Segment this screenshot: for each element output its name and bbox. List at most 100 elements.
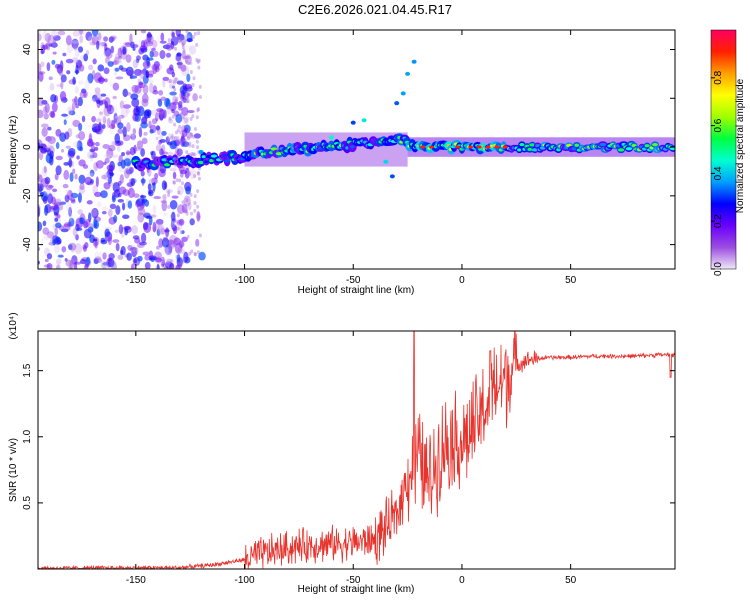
noise-blob [160,32,165,42]
noise-blob [53,244,60,254]
noise-blob [114,59,122,63]
noise-blob [193,252,197,257]
noise-blob [196,170,200,175]
noise-blob [179,262,183,267]
noise-blob [169,167,178,172]
noise-blob [125,54,132,63]
noise-blob [57,30,66,36]
signal-core [625,147,633,151]
noise-blob [187,92,191,97]
noise-blob [103,36,108,42]
noise-blob [55,142,60,150]
noise-blob [185,198,189,203]
noise-blob [176,148,183,156]
noise-blob [196,59,200,64]
signal-core [349,145,355,149]
noise-blob [133,246,139,256]
noise-blob [192,134,196,139]
noise-blob [137,255,143,262]
noise-blob [185,99,189,104]
noise-blob [134,84,142,94]
x-tick-label: 0 [459,275,465,286]
noise-blob [125,151,132,155]
noise-blob [126,69,135,77]
noise-blob [184,45,193,50]
noise-blob [78,174,86,184]
noise-blob [189,192,193,197]
noise-blob [63,162,70,166]
noise-blob [187,144,192,148]
noise-blob [174,77,178,82]
noise-blob [148,78,154,84]
snr-panel: -150 -100 -50 0 50 0.5 1.0 1.5 Height of strai… [8,312,676,595]
noise-blob [67,259,76,267]
noise-blob [100,260,109,269]
signal-blip [389,174,395,179]
noise-blob [108,144,116,152]
noise-blob [195,238,200,247]
noise-blob [125,150,131,156]
noise-blob [143,222,152,233]
noise-blob [193,133,201,139]
noise-blob [148,179,155,184]
noise-blob [152,50,159,58]
noise-blob [79,91,87,98]
noise-blob [55,165,62,176]
y-tick-label: 1.5 [22,363,33,377]
noise-blob [100,190,108,199]
noise-blob [189,117,193,122]
noise-blob [140,30,147,34]
noise-blob [197,65,201,70]
noise-blob [177,190,181,195]
noise-blob [87,73,94,84]
y-tick-label: 0 [22,144,33,150]
signal-core [644,144,650,148]
noise-blob [98,121,102,131]
noise-blob [103,182,111,190]
noise-blob [149,129,154,134]
noise-blob [125,169,133,175]
noise-blob [52,188,58,193]
noise-blob [134,49,139,56]
noise-blob [156,36,161,43]
noise-blob [124,91,132,96]
signal-core [617,148,625,152]
noise-blob [92,94,98,102]
noise-blob [68,211,73,222]
noise-blob [169,140,177,150]
signal-blip [400,91,406,96]
noise-blob [178,64,182,69]
noise-blob [126,122,131,132]
noise-blob [181,129,188,138]
noise-blob [182,55,191,60]
signal-blip [411,59,417,64]
noise-blob [172,104,176,109]
noise-blob [176,52,182,57]
noise-blob [158,139,163,145]
noise-blob [95,160,104,169]
noise-blob [124,42,132,48]
noise-blob [107,209,113,217]
noise-blob [122,88,128,98]
noise-blob [126,182,134,187]
noise-blob [109,35,117,40]
noise-blob [181,115,185,120]
noise-blob [159,148,164,156]
noise-blob [103,172,111,181]
noise-blob [185,150,189,155]
noise-blob [56,213,61,219]
noise-blob [52,51,57,55]
noise-blob [154,172,159,180]
noise-blob [177,139,181,144]
noise-blob [175,178,179,183]
noise-blob [81,88,87,94]
noise-blob [149,50,155,58]
noise-blob [188,61,193,66]
noise-blob [95,118,102,123]
noise-blob [151,177,158,185]
y-tick-label: 20 [22,92,33,104]
noise-blob [101,174,108,180]
noise-blob [54,199,62,205]
noise-blob [173,243,177,248]
x-tick-label: -50 [346,275,361,286]
